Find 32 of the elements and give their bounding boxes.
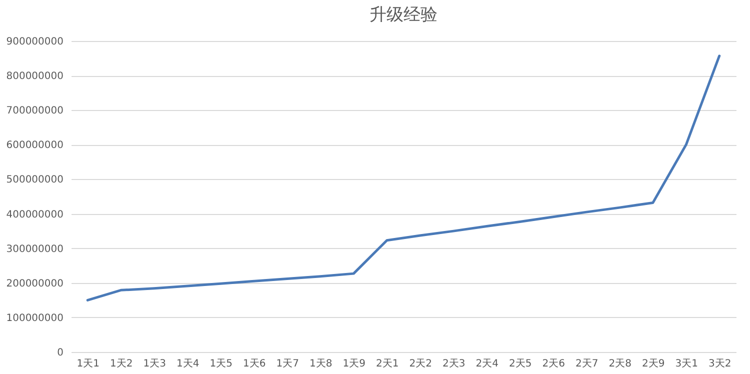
x-tick-label: 2天6 (542, 358, 565, 370)
y-tick-label: 200000000 (6, 278, 64, 290)
y-tick-label: 600000000 (6, 140, 64, 152)
y-tick-label: 800000000 (6, 71, 64, 82)
y-tick-label: 400000000 (6, 209, 64, 220)
x-tick-label: 2天2 (409, 358, 432, 370)
x-tick-label: 2天5 (509, 358, 532, 370)
x-tick-label: 3天2 (708, 358, 732, 370)
x-tick-label: 1天8 (310, 358, 332, 370)
x-tick-label: 2天8 (608, 358, 632, 370)
x-tick-label: 1天7 (276, 358, 299, 370)
chart-title: 升级经验 (370, 5, 438, 25)
y-tick-label: 700000000 (6, 106, 64, 117)
x-tick-label: 3天1 (675, 358, 698, 370)
y-tick-label: 500000000 (6, 174, 64, 186)
x-tick-label: 1天5 (210, 358, 232, 370)
x-tick-label: 1天2 (110, 358, 133, 370)
x-tick-label: 1天1 (76, 358, 100, 370)
y-tick-label: 0 (57, 348, 64, 358)
x-tick-label: 1天9 (342, 358, 366, 370)
x-tick-label: 2天9 (642, 358, 665, 370)
y-tick-label: 300000000 (6, 244, 64, 255)
x-tick-label: 1天4 (176, 358, 200, 370)
line-series (86, 54, 721, 302)
x-tick-label: 1天3 (143, 358, 166, 370)
x-tick-label: 2天1 (376, 358, 399, 370)
x-tick-label: 2天7 (576, 358, 598, 370)
x-tick-label: 1天6 (243, 358, 266, 370)
x-tick-label: 2天4 (476, 358, 498, 370)
y-tick-label: 100000000 (6, 312, 64, 324)
y-tick-label: 900000000 (6, 36, 64, 48)
x-tick-label: 2天3 (442, 358, 466, 370)
